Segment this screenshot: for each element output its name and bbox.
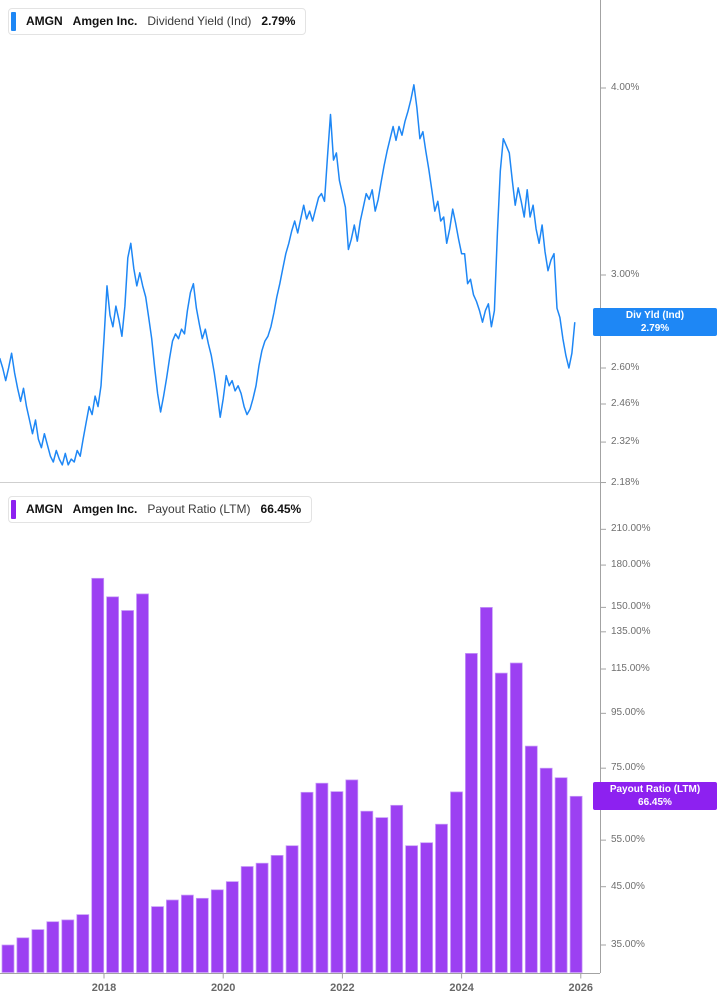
badge-metric-value: 66.45% bbox=[638, 797, 672, 809]
payout-ratio-bar bbox=[225, 881, 239, 973]
payout-ratio-bar bbox=[240, 866, 254, 973]
payout-ratio-bar bbox=[31, 929, 45, 973]
y-axis-tick-label: 115.00% bbox=[611, 663, 650, 675]
payout-ratio-bar bbox=[255, 862, 269, 973]
y-axis-tick-label: 4.00% bbox=[611, 82, 640, 93]
legend-dividend-yield[interactable]: AMGN Amgen Inc. Dividend Yield (Ind) 2.7… bbox=[8, 8, 307, 35]
metric-name: Payout Ratio (LTM) bbox=[147, 502, 251, 516]
payout-ratio-bar bbox=[450, 791, 463, 973]
payout-ratio-bar bbox=[300, 791, 314, 973]
y-axis-tick-label: 210.00% bbox=[611, 523, 651, 535]
payout-ratio-bar bbox=[195, 897, 209, 973]
payout-ratio-bar bbox=[76, 914, 90, 973]
payout-ratio-bar bbox=[46, 921, 60, 973]
metric-name: Dividend Yield (Ind) bbox=[147, 14, 252, 28]
payout-ratio-bar bbox=[1, 944, 15, 973]
y-axis-tick-label: 150.00% bbox=[611, 601, 651, 613]
y-axis-tick-label: 180.00% bbox=[611, 559, 651, 571]
payout-ratio-bar bbox=[166, 899, 179, 973]
payout-ratio-bar bbox=[106, 596, 119, 973]
payout-ratio-bar bbox=[420, 842, 433, 973]
payout-ratio-bar bbox=[405, 845, 418, 973]
last-value-badge-dividend-yield[interactable]: Div Yld (Ind) 2.79% bbox=[593, 308, 717, 337]
metric-value: 2.79% bbox=[261, 14, 296, 28]
series-swatch-payout-ratio bbox=[11, 500, 16, 519]
x-axis-tick-label: 2018 bbox=[91, 982, 117, 994]
payout-ratio-bar bbox=[121, 610, 134, 973]
ticker-symbol: AMGN bbox=[26, 502, 63, 516]
payout-ratio-bar bbox=[539, 767, 553, 973]
payout-ratio-bar bbox=[569, 795, 583, 973]
last-value-badge-payout-ratio[interactable]: Payout Ratio (LTM) 66.45% bbox=[593, 782, 717, 811]
metric-value: 66.45% bbox=[260, 502, 302, 516]
payout-ratio-bar bbox=[270, 855, 284, 973]
payout-ratio-bar bbox=[390, 804, 404, 973]
badge-metric-label: Payout Ratio (LTM) bbox=[609, 784, 701, 796]
payout-ratio-bar bbox=[480, 607, 493, 973]
badge-metric-label: Div Yld (Ind) bbox=[625, 310, 685, 322]
company-name: Amgen Inc. bbox=[72, 502, 138, 516]
x-axis-tick-label: 2024 bbox=[449, 982, 474, 994]
payout-ratio-bar bbox=[435, 823, 448, 973]
payout-ratio-bar bbox=[524, 745, 538, 973]
y-axis-tick-label: 75.00% bbox=[611, 762, 645, 774]
y-axis-tick-label: 2.46% bbox=[611, 397, 640, 409]
payout-ratio-bar bbox=[61, 919, 75, 973]
y-axis-tick-label: 45.00% bbox=[611, 880, 645, 892]
x-axis-tick-label: 2026 bbox=[568, 982, 594, 994]
payout-ratio-bar bbox=[16, 937, 30, 973]
payout-ratio-bar bbox=[315, 782, 329, 973]
y-axis-tick-label: 55.00% bbox=[611, 834, 645, 846]
payout-ratio-bar bbox=[151, 906, 164, 973]
payout-ratio-bar bbox=[136, 593, 149, 973]
x-axis-tick-label: 2022 bbox=[330, 982, 355, 994]
payout-ratio-bar bbox=[181, 894, 194, 973]
series-swatch-dividend-yield bbox=[11, 12, 16, 31]
x-axis-tick-label: 2020 bbox=[210, 982, 236, 994]
payout-ratio-bar bbox=[494, 672, 508, 973]
legend-payout-ratio[interactable]: AMGN Amgen Inc. Payout Ratio (LTM) 66.45… bbox=[8, 496, 313, 523]
dividend-yield-line bbox=[0, 84, 576, 466]
y-axis-tick-label: 2.32% bbox=[611, 436, 640, 448]
y-axis-tick-label: 3.00% bbox=[611, 269, 640, 280]
ticker-symbol: AMGN bbox=[26, 14, 63, 28]
company-name: Amgen Inc. bbox=[72, 14, 138, 28]
payout-ratio-bar bbox=[554, 777, 568, 973]
payout-ratio-bar bbox=[330, 791, 344, 973]
y-axis-tick-label: 35.00% bbox=[611, 939, 645, 950]
y-axis-tick-label: 95.00% bbox=[611, 707, 645, 719]
payout-ratio-bar bbox=[285, 845, 299, 973]
payout-ratio-bar bbox=[360, 810, 374, 973]
y-axis-tick-label: 2.18% bbox=[611, 476, 640, 488]
badge-metric-value: 2.79% bbox=[640, 323, 670, 335]
payout-ratio-bar bbox=[509, 662, 523, 973]
y-axis-tick-label: 135.00% bbox=[611, 625, 651, 637]
payout-ratio-bar bbox=[210, 889, 224, 973]
payout-ratio-bar bbox=[375, 817, 389, 973]
y-axis-tick-label: 2.60% bbox=[611, 362, 640, 373]
payout-ratio-bar bbox=[345, 779, 359, 973]
payout-ratio-bar bbox=[465, 653, 478, 973]
payout-ratio-bar bbox=[91, 577, 105, 973]
